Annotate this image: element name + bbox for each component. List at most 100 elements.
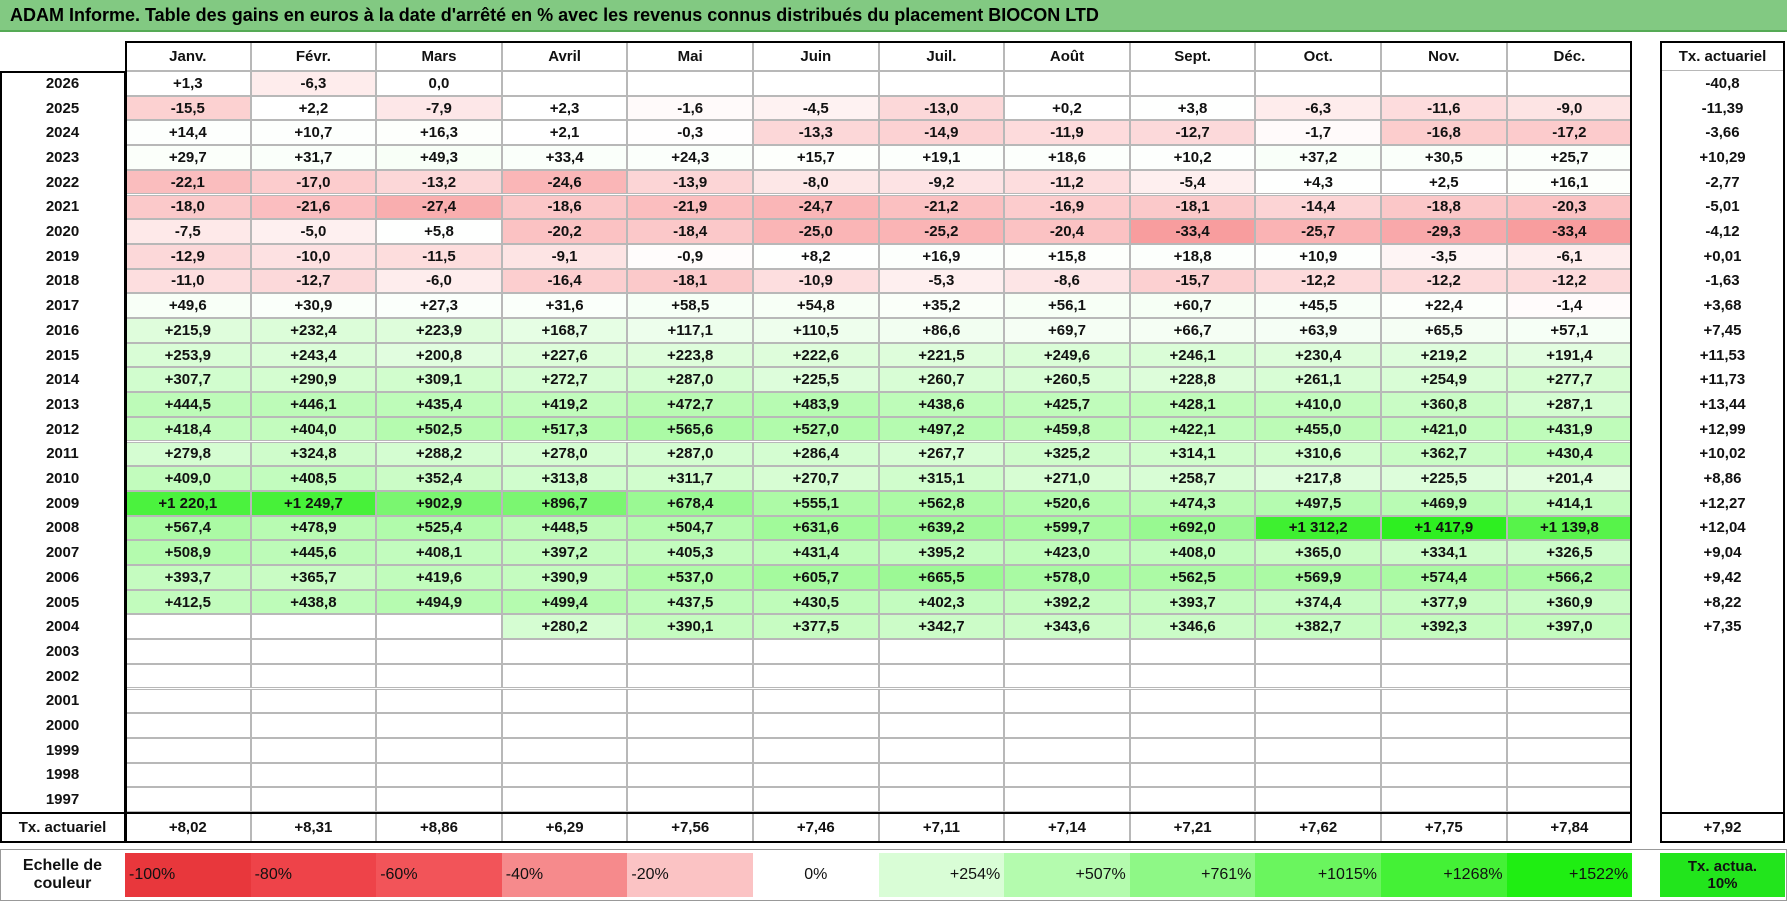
cell: +2,3 — [501, 95, 628, 121]
cell — [627, 71, 753, 96]
cell — [1255, 663, 1381, 689]
cell: +430,4 — [1506, 441, 1633, 467]
cell: -9,1 — [501, 243, 628, 269]
cell: -14,4 — [1255, 194, 1381, 220]
cell — [878, 737, 1005, 763]
cell: -6,3 — [1255, 95, 1381, 121]
column-header: Avril — [501, 41, 628, 71]
cell: +18,8 — [1129, 243, 1256, 269]
cell — [878, 762, 1005, 788]
cell: +525,4 — [376, 515, 502, 541]
cell: +325,2 — [1004, 441, 1130, 467]
cell — [125, 737, 251, 763]
total-cell: -1,63 — [1705, 272, 1740, 290]
total-cell: +7,45 — [1703, 321, 1742, 339]
cell: +326,5 — [1506, 540, 1633, 565]
cell: +25,7 — [1506, 145, 1633, 170]
cell: -20,4 — [1004, 219, 1130, 244]
cell: -17,2 — [1506, 120, 1633, 146]
cell — [627, 688, 753, 714]
cell: +334,1 — [1381, 540, 1507, 565]
column-header: Nov. — [1381, 41, 1507, 71]
cell — [878, 713, 1005, 738]
cell: +412,5 — [125, 589, 251, 615]
cell — [753, 688, 879, 714]
row-header: 2000 — [45, 717, 80, 735]
cell: +18,6 — [1004, 145, 1130, 170]
cell: +201,4 — [1506, 466, 1633, 491]
cell: +562,5 — [1129, 565, 1256, 590]
cell: +286,4 — [753, 441, 879, 467]
column-header: Juin — [753, 41, 879, 71]
cell: +49,6 — [125, 293, 251, 318]
cell: +49,3 — [376, 145, 502, 170]
cell: -13,0 — [878, 95, 1005, 121]
cell — [250, 663, 377, 689]
cell: +29,7 — [125, 145, 251, 170]
cell: +392,3 — [1381, 614, 1507, 640]
cell: +228,8 — [1129, 367, 1256, 393]
cell — [1129, 688, 1256, 714]
cell: +8,2 — [753, 243, 879, 269]
cell: +270,7 — [753, 466, 879, 491]
cell — [501, 688, 628, 714]
cell — [878, 71, 1005, 96]
cell — [1004, 713, 1130, 738]
cell: -21,9 — [627, 194, 753, 220]
cell: +277,7 — [1506, 367, 1633, 393]
cell — [1506, 663, 1633, 689]
cell: +1 139,8 — [1506, 515, 1633, 541]
row-header: 2005 — [45, 593, 80, 611]
legend-extra: Tx. actua. 10% — [1660, 853, 1785, 897]
cell: +27,3 — [376, 293, 502, 318]
cell: +377,5 — [753, 614, 879, 640]
cell: -13,3 — [753, 120, 879, 146]
cell: +431,9 — [1506, 416, 1633, 442]
cell: -18,1 — [627, 268, 753, 294]
cell — [1381, 762, 1507, 788]
cell: +225,5 — [753, 367, 879, 393]
row-header: 2025 — [45, 99, 80, 117]
cell — [1255, 762, 1381, 788]
cell: +287,0 — [627, 367, 753, 393]
cell — [753, 713, 879, 738]
cell — [1381, 639, 1507, 664]
cell: -6,3 — [250, 71, 377, 96]
cell — [250, 713, 377, 738]
cell — [501, 713, 628, 738]
cell: +566,2 — [1506, 565, 1633, 590]
cell: -25,2 — [878, 219, 1005, 244]
cell: +374,4 — [1255, 589, 1381, 615]
cell: +537,0 — [627, 565, 753, 590]
cell: +459,8 — [1004, 416, 1130, 442]
cell — [250, 639, 377, 664]
cell: +437,5 — [627, 589, 753, 615]
cell — [1506, 762, 1633, 788]
cell — [501, 639, 628, 664]
cell: +7,46 — [753, 812, 879, 843]
cell: -7,9 — [376, 95, 502, 121]
cell — [1004, 663, 1130, 689]
cell: -3,5 — [1381, 243, 1507, 269]
total-cell: +8,22 — [1703, 593, 1742, 611]
cell: +314,1 — [1129, 441, 1256, 467]
cell: +3,8 — [1129, 95, 1256, 121]
cell: +497,2 — [878, 416, 1005, 442]
cell: +10,2 — [1129, 145, 1256, 170]
cell: +508,9 — [125, 540, 251, 565]
cell: -18,6 — [501, 194, 628, 220]
cell: -29,3 — [1381, 219, 1507, 244]
column-header: Sept. — [1129, 41, 1256, 71]
total-cell: +0,01 — [1703, 247, 1742, 265]
cell: +279,8 — [125, 441, 251, 467]
cell: +605,7 — [753, 565, 879, 590]
total-cell — [1660, 738, 1785, 763]
cell: +33,4 — [501, 145, 628, 170]
row-header: 2002 — [45, 667, 80, 685]
column-header: Oct. — [1255, 41, 1381, 71]
cell: +288,2 — [376, 441, 502, 467]
cell: -0,9 — [627, 243, 753, 269]
cell: +438,6 — [878, 392, 1005, 417]
cell: +14,4 — [125, 120, 251, 146]
cell — [125, 663, 251, 689]
